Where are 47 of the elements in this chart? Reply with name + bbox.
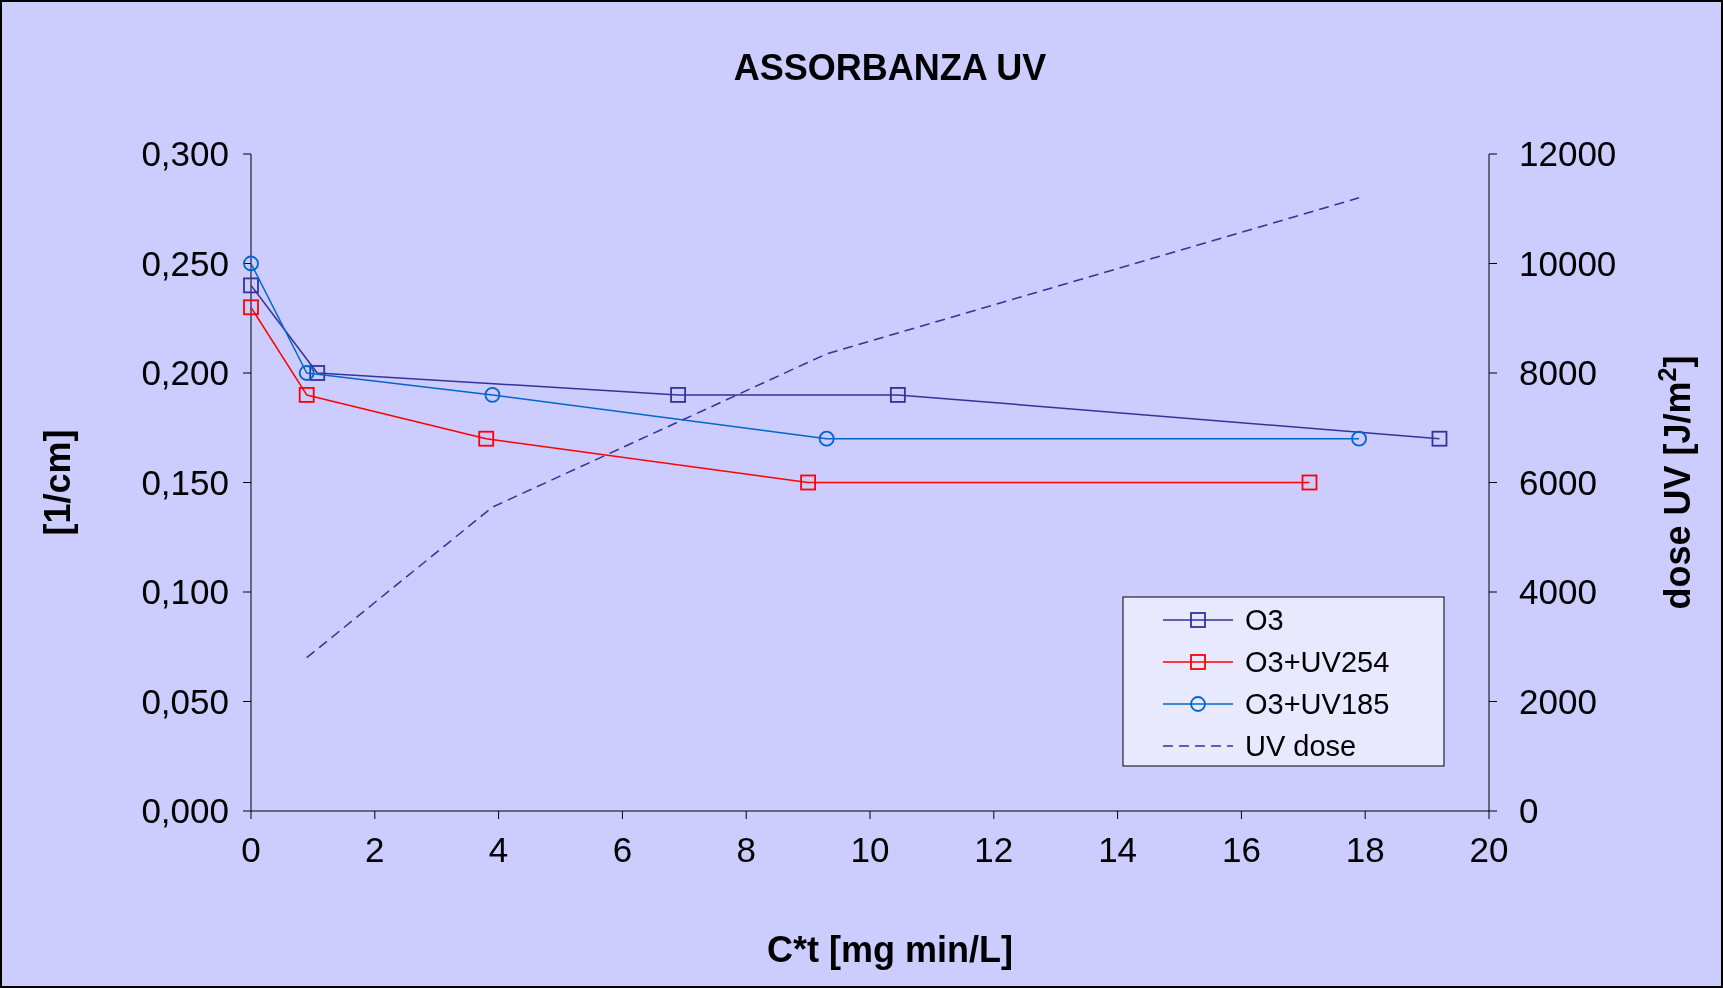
y2-tick-label: 4000 (1519, 572, 1597, 611)
point (298, 387, 315, 403)
point (1431, 430, 1448, 447)
point (889, 387, 906, 403)
x-tick-label: 16 (1221, 830, 1261, 869)
y-tick-label: 0,250 (141, 243, 229, 283)
point (243, 299, 259, 316)
y-tick-label: 0,000 (141, 791, 229, 830)
y-tick-label: 0,100 (141, 572, 229, 611)
x-axis-title: C*t [mg min/L] (767, 929, 1013, 970)
legend-label: O3+UV254 (1245, 646, 1390, 678)
y2-tick-label: 6000 (1519, 462, 1597, 502)
x-tick-label: 12 (974, 830, 1014, 869)
x-tick-label: 2 (365, 830, 385, 869)
y-tick-label: 0,150 (141, 462, 229, 502)
point (800, 474, 816, 491)
point (478, 430, 495, 447)
x-tick-label: 6 (612, 830, 633, 869)
x-tick-label: 8 (736, 830, 756, 869)
x-tick-label: 14 (1098, 830, 1138, 869)
x-tick-label: 20 (1469, 830, 1509, 869)
legend-label: UV dose (1245, 730, 1357, 762)
point (818, 430, 835, 447)
y2-tick-label: 0 (1519, 791, 1539, 830)
point (309, 365, 326, 381)
point (298, 365, 315, 381)
y-tick-label: 0,050 (141, 681, 229, 721)
y2-tick-label: 10000 (1519, 243, 1617, 283)
y-axis-title: [1/cm] (37, 429, 78, 536)
y2-tick-label: 2000 (1519, 681, 1597, 721)
point (1301, 474, 1318, 491)
y-tick-label: 0,200 (141, 353, 229, 392)
point (484, 387, 501, 403)
x-tick-label: 18 (1345, 830, 1385, 869)
point (243, 255, 259, 272)
x-tick-label: 4 (488, 830, 509, 869)
x-tick-label: 10 (850, 830, 890, 869)
legend-label: O3 (1245, 604, 1284, 636)
chart-title: ASSORBANZA UV (733, 47, 1047, 88)
y2-tick-label: 12000 (1519, 134, 1617, 173)
x-tick-label: 0 (241, 830, 261, 869)
legend-label: O3+UV185 (1245, 688, 1390, 720)
point (670, 387, 687, 403)
point (243, 277, 259, 294)
y2-tick-label: 8000 (1519, 353, 1597, 392)
y-tick-label: 0,300 (141, 134, 229, 173)
point (1351, 430, 1367, 447)
